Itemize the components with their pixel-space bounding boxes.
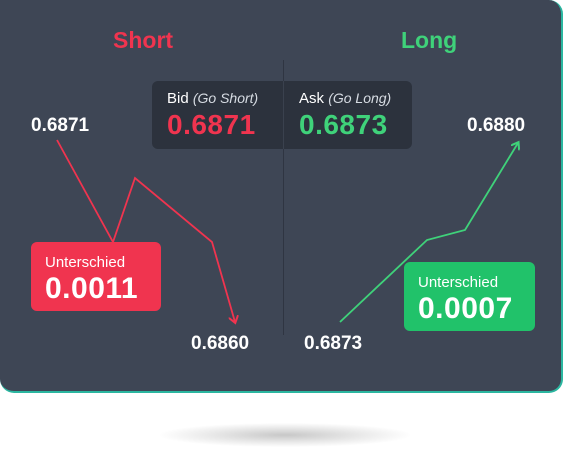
short-difference-label: Unterschied [45,254,126,271]
long-start-value: 0.6873 [304,333,363,354]
price-lines [56,139,563,393]
ask-quote[interactable]: Ask (Go Long) 0.6873 [299,90,391,141]
bid-price: 0.6871 [167,109,256,140]
long-difference-value: 0.0007 [418,292,513,325]
long-end-value: 0.6880 [467,115,526,136]
bid-label: Bid (Go Short) [167,90,259,107]
long-difference-label: Unterschied [418,274,499,291]
center-divider [283,60,284,335]
short-start-value: 0.6871 [31,115,90,136]
short-end-value: 0.6860 [191,333,250,354]
short-difference-value: 0.0011 [45,272,139,305]
short-title: Short [113,27,174,53]
short-difference-badge: Unterschied 0.0011 [31,242,161,311]
long-difference-badge: Unterschied 0.0007 [404,262,535,331]
long-price-line [339,143,518,323]
short-price-line [56,139,235,322]
long-title: Long [401,27,458,53]
trade-panel: Short Long Bid (Go Short) 0.6871 Ask (Go… [0,0,563,393]
quote-box: Bid (Go Short) 0.6871 Ask (Go Long) 0.68… [152,81,412,149]
ask-price: 0.6873 [299,109,388,140]
quote-separator [283,81,284,149]
panel-shadow [160,423,410,447]
bid-quote[interactable]: Bid (Go Short) 0.6871 [167,90,258,141]
ask-label: Ask (Go Long) [299,90,392,107]
